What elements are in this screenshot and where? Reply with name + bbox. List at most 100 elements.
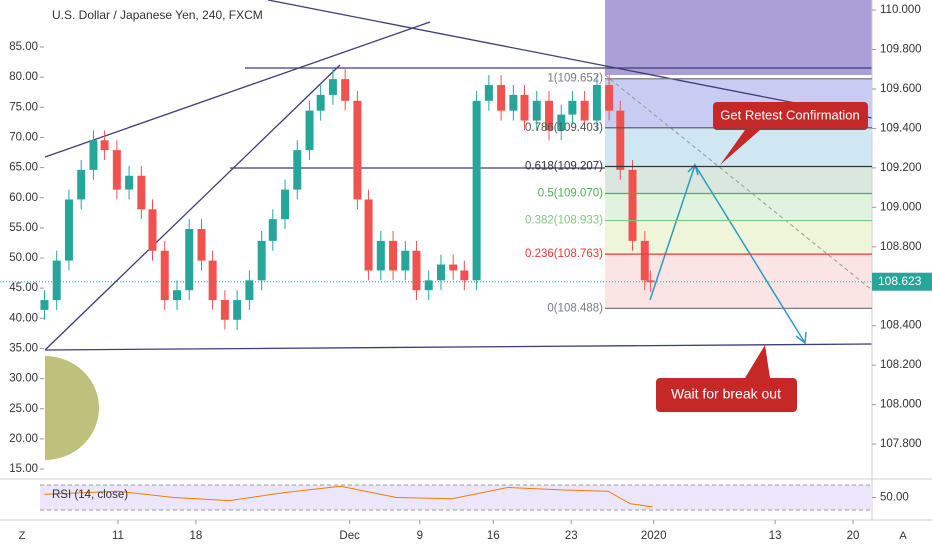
fib-label: 0.236(108.763) xyxy=(525,248,603,260)
candle-body xyxy=(364,199,373,271)
projection-line xyxy=(604,74,873,291)
candle-body xyxy=(412,250,421,291)
candle-body xyxy=(592,85,601,121)
candle-body xyxy=(245,280,254,301)
annotation-box xyxy=(656,378,797,412)
candle-body xyxy=(137,175,146,210)
fib-band xyxy=(605,220,872,255)
candle-body xyxy=(160,250,169,301)
candle-body xyxy=(305,110,314,151)
y-tick-label: 108.400 xyxy=(880,320,922,332)
fib-label: 0.786(109.403) xyxy=(525,122,603,134)
callout-pointer xyxy=(745,345,770,378)
candle-body xyxy=(89,140,98,170)
candle-body xyxy=(568,100,577,115)
candle-body xyxy=(77,169,86,200)
candle-body xyxy=(112,150,121,190)
candle-body xyxy=(172,290,181,301)
candle-body xyxy=(436,264,445,281)
candle-body xyxy=(460,270,469,281)
y-tick-label: 109.200 xyxy=(880,162,922,174)
y-tick-label: 109.800 xyxy=(880,44,922,56)
candle-body xyxy=(376,240,385,271)
candle-body xyxy=(185,229,194,291)
fib-label: 1(109.652) xyxy=(547,73,603,85)
candle-body xyxy=(197,229,206,261)
arrow-head xyxy=(687,163,807,345)
callout-pointer xyxy=(720,130,760,165)
last-price-tag xyxy=(872,272,932,291)
button[interactable]: Z xyxy=(19,530,26,542)
candle-body xyxy=(628,169,637,241)
candle-body xyxy=(40,300,49,310)
candle-body xyxy=(424,280,433,291)
candle-body xyxy=(100,140,109,151)
candle-body xyxy=(208,260,217,301)
y2-tick-label: 70.00 xyxy=(9,131,38,143)
y-tick-label: 109.400 xyxy=(880,122,922,134)
trendline xyxy=(44,21,431,158)
candle-body xyxy=(52,260,61,301)
candle-body xyxy=(545,100,554,131)
x-tick-label: 16 xyxy=(487,530,500,542)
candle-body xyxy=(281,189,290,220)
candle-body xyxy=(328,79,337,95)
candle-body xyxy=(316,94,325,111)
y2-tick-label: 25.00 xyxy=(9,403,38,415)
y2-tick-label: 15.00 xyxy=(9,463,38,475)
rsi-tick-label: 50.00 xyxy=(880,492,909,504)
y2-tick-label: 30.00 xyxy=(9,373,38,385)
trendlines xyxy=(44,0,873,351)
candle-body xyxy=(64,199,73,261)
candle-body xyxy=(449,264,458,271)
y-tick-label: 109.000 xyxy=(880,201,922,213)
fib-band xyxy=(605,166,872,194)
trendline xyxy=(267,0,873,119)
candle-body xyxy=(341,79,350,101)
x-tick-label: 9 xyxy=(417,530,423,542)
y2-tick-label: 40.00 xyxy=(9,312,38,324)
fib-label: 0.382(108.933) xyxy=(525,215,603,227)
candle-body xyxy=(472,100,481,281)
y2-tick-label: 50.00 xyxy=(9,252,38,264)
annotation: Wait for break out xyxy=(671,386,781,402)
candle-body xyxy=(233,300,242,320)
y2-tick-label: 35.00 xyxy=(9,342,38,354)
mask xyxy=(0,340,45,480)
fib-label: 0.618(109.207) xyxy=(525,161,603,173)
y2-tick-label: 20.00 xyxy=(9,433,38,445)
candle-body xyxy=(580,100,589,121)
candle-body xyxy=(557,114,566,131)
y-tick-label: 108.200 xyxy=(880,359,922,371)
y2-tick-label: 75.00 xyxy=(9,101,38,113)
candles xyxy=(40,69,655,330)
candle-body xyxy=(497,85,506,111)
y-tick-label: 108.000 xyxy=(880,399,922,411)
x-tick-label: 11 xyxy=(112,530,124,542)
rsi-title: RSI (14, close) xyxy=(52,489,128,501)
candle-body xyxy=(640,240,649,281)
y-tick-label: 109.600 xyxy=(880,83,922,95)
y2-tick-label: 60.00 xyxy=(9,192,38,204)
y2-tick-label: 55.00 xyxy=(9,222,38,234)
y-tick-label: 107.800 xyxy=(880,438,922,450)
x-tick-label: 20 xyxy=(847,530,860,542)
y2-tick-label: 45.00 xyxy=(9,282,38,294)
chart-title: U.S. Dollar / Japanese Yen, 240, FXCM xyxy=(52,8,263,22)
candle-body xyxy=(353,100,362,200)
y2-tick-label: 80.00 xyxy=(9,71,38,83)
candle-body xyxy=(268,219,277,241)
last-price-label: 108.623 xyxy=(878,274,922,288)
y-tick-label: 110.000 xyxy=(880,4,921,16)
trendline xyxy=(44,343,873,351)
candle-body xyxy=(605,85,614,111)
button[interactable]: A xyxy=(899,530,907,542)
y2-tick-label: 65.00 xyxy=(9,162,38,174)
fib-label: 0.5(109.070) xyxy=(538,188,603,200)
x-tick-label: 18 xyxy=(190,530,203,542)
y2-tick-label: 85.00 xyxy=(9,41,38,53)
candle-body xyxy=(257,240,266,281)
trendline xyxy=(44,64,341,351)
x-tick-label: 2020 xyxy=(641,530,667,542)
